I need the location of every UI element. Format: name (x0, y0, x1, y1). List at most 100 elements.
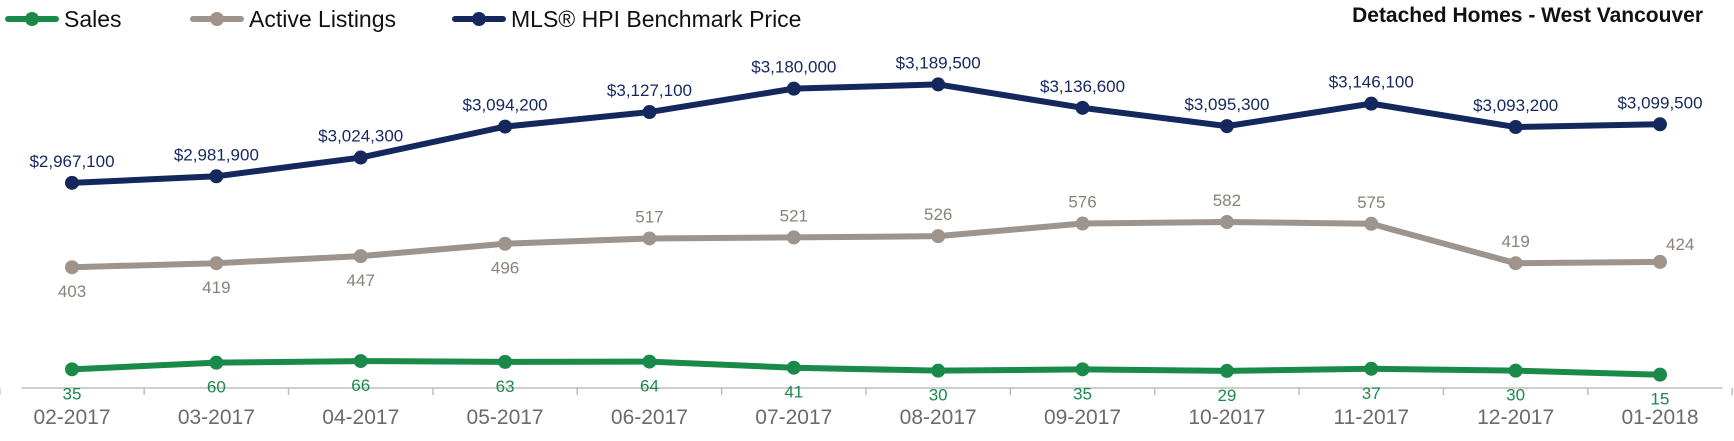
data-label: 424 (1666, 235, 1694, 254)
data-label: 60 (207, 378, 226, 397)
data-point (931, 229, 946, 244)
data-label: 575 (1357, 193, 1385, 212)
data-point (65, 362, 79, 377)
data-label: 30 (1506, 386, 1525, 405)
legend-item: MLS® HPI Benchmark Price (452, 6, 801, 32)
data-label: 35 (63, 384, 82, 403)
data-point (498, 236, 513, 251)
data-label: $3,189,500 (896, 53, 981, 72)
legend-swatch-marker (472, 12, 486, 26)
data-label: $3,136,600 (1040, 77, 1125, 96)
data-label: $3,127,100 (607, 81, 692, 100)
x-tick-label: 08-2017 (900, 406, 977, 429)
data-point (1219, 363, 1234, 378)
data-label: 29 (1217, 386, 1236, 405)
data-point (931, 363, 946, 378)
data-point (1364, 216, 1379, 231)
data-point (498, 119, 513, 134)
legend-swatch-marker (25, 12, 39, 26)
data-label: 35 (1073, 384, 1092, 403)
data-point (1508, 363, 1523, 378)
data-point (931, 77, 946, 92)
data-point (209, 256, 224, 271)
data-point (1653, 254, 1667, 269)
legend-item: Active Listings (190, 6, 396, 32)
data-label: 447 (347, 271, 375, 290)
legend-label: MLS® HPI Benchmark Price (511, 6, 801, 32)
series-sales: 35 60 66 63 64 41 30 35 29 37 30 15 (63, 354, 1670, 409)
x-tick-label: 10-2017 (1188, 406, 1265, 429)
data-label: $2,981,900 (174, 145, 259, 164)
data-point (209, 169, 224, 184)
data-point (1219, 215, 1234, 230)
series-line (69, 219, 1663, 271)
data-label: 582 (1213, 191, 1241, 210)
series-active-listings: 403 419 447 496 517 521 526 576 582 575 419 424 (58, 191, 1695, 301)
legend-label: Sales (64, 6, 122, 32)
data-label: 37 (1362, 384, 1381, 403)
data-point (642, 354, 657, 369)
data-label: $3,024,300 (318, 127, 403, 146)
x-axis-ticks: 02-2017 03-2017 04-2017 05-2017 06-2017 07-20… (0, 388, 1733, 429)
data-point (1653, 117, 1667, 132)
data-label: 15 (1651, 390, 1670, 409)
data-point (1653, 367, 1667, 382)
data-point (1364, 96, 1379, 111)
data-label: $3,094,200 (463, 96, 548, 115)
x-tick-label: 05-2017 (467, 406, 544, 429)
data-label: 496 (491, 259, 519, 278)
legend-item: Sales (5, 6, 122, 32)
data-label: 63 (496, 377, 515, 396)
series-mls-hpi-benchmark-price: $2,967,100 $2,981,900 $3,024,300 $3,094,200… (29, 53, 1703, 190)
data-point (786, 230, 801, 245)
series-layer: 35 60 66 63 64 41 30 35 29 37 30 15 403 419 447 496 517 5… (29, 53, 1702, 408)
legend: Sales Active Listings MLS® HPI Benchmark P… (5, 6, 801, 32)
x-tick-label: 09-2017 (1044, 406, 1121, 429)
data-label: $2,967,100 (29, 152, 114, 171)
data-point (1508, 120, 1523, 135)
data-point (65, 260, 79, 275)
data-label: 419 (202, 278, 230, 297)
data-label: 521 (780, 206, 808, 225)
x-tick-label: 12-2017 (1477, 406, 1554, 429)
series-line (69, 81, 1663, 186)
legend-label: Active Listings (249, 6, 396, 32)
data-point (1219, 119, 1234, 134)
data-point (353, 354, 368, 369)
data-label: 66 (351, 376, 370, 395)
x-tick-label: 04-2017 (322, 406, 399, 429)
data-point (353, 249, 368, 264)
series-line (69, 358, 1663, 378)
chart-title: Detached Homes - West Vancouver (1352, 4, 1703, 27)
data-label: $3,099,500 (1617, 93, 1702, 112)
data-point (65, 175, 79, 190)
data-point (353, 150, 368, 165)
data-point (1075, 100, 1090, 115)
data-point (1075, 216, 1090, 231)
data-label: $3,180,000 (751, 58, 836, 77)
data-label: 419 (1501, 232, 1529, 251)
data-label: 526 (924, 205, 952, 224)
data-point (642, 105, 657, 120)
data-label: 41 (784, 383, 803, 402)
x-tick-label: 02-2017 (33, 406, 110, 429)
data-label: 403 (58, 282, 86, 301)
data-label: $3,093,200 (1473, 96, 1558, 115)
data-point (498, 354, 513, 369)
x-tick-label: 03-2017 (178, 406, 255, 429)
data-label: 30 (929, 386, 948, 405)
x-tick-label: 11-2017 (1334, 406, 1410, 429)
x-tick-label: 06-2017 (611, 406, 688, 429)
data-label: $3,146,100 (1329, 73, 1414, 92)
data-point (642, 231, 657, 246)
legend-swatch-marker (210, 12, 224, 26)
x-tick-label: 01-2018 (1621, 406, 1698, 429)
data-point (1364, 361, 1379, 376)
data-point (786, 81, 801, 96)
x-tick-label: 07-2017 (755, 406, 832, 429)
data-point (786, 360, 801, 375)
data-label: 517 (635, 207, 663, 226)
data-point (1508, 256, 1523, 271)
data-label: 576 (1068, 193, 1096, 212)
